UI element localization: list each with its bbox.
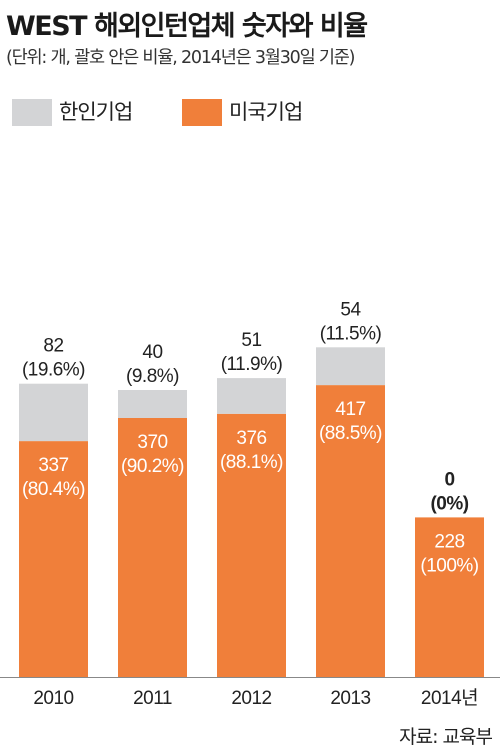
label-korean-pct-2011: (9.8%) [126, 366, 179, 387]
x-tick-label-2012: 2012 [231, 688, 271, 709]
label-american-pct-2012: (88.1%) [220, 452, 283, 473]
bar-american-2010 [19, 441, 88, 677]
legend-label-american: 미국기업 [229, 100, 303, 124]
bar-american-2011 [118, 418, 187, 677]
legend-label-korean: 한인기업 [59, 100, 133, 124]
bar-korean-2012 [217, 378, 286, 414]
label-american-pct-2010: (80.4%) [22, 479, 85, 500]
legend-swatch-korean [12, 99, 52, 126]
label-korean-value-2010: 82 [43, 336, 63, 357]
chart-title: WEST 해외인턴업체 숫자와 비율 [6, 11, 368, 42]
label-american-value-2010: 337 [38, 455, 68, 476]
label-american-value-2014년: 228 [434, 531, 464, 552]
label-korean-pct-2012: (11.9%) [221, 354, 283, 375]
source-note: 자료: 교육부 [399, 726, 493, 748]
bar-american-2012 [217, 413, 286, 677]
x-tick-label-2011: 2011 [133, 688, 172, 709]
label-american-pct-2013: (88.5%) [319, 423, 382, 444]
label-american-value-2013: 417 [335, 399, 365, 420]
label-american-pct-2014년: (100%) [420, 555, 478, 576]
label-korean-value-2013: 54 [340, 299, 361, 320]
x-tick-label-2013: 2013 [330, 688, 370, 709]
label-korean-pct-2013: (11.5%) [320, 323, 382, 344]
bar-korean-2010 [19, 383, 88, 442]
label-american-value-2012: 376 [236, 428, 266, 449]
label-korean-value-2011: 40 [142, 342, 162, 363]
label-korean-pct-2014년: (0%) [430, 493, 468, 514]
chart-subtitle: (단위: 개, 괄호 안은 비율, 2014년은 3월30일 기준) [6, 48, 355, 68]
label-american-pct-2011: (90.2%) [121, 456, 184, 477]
bar-korean-2013 [316, 347, 385, 386]
bar-american-2014년 [415, 517, 484, 677]
label-korean-pct-2010: (19.6%) [22, 360, 85, 381]
label-korean-value-2012: 51 [241, 330, 261, 351]
label-korean-value-2014년: 0 [444, 469, 454, 490]
label-american-value-2011: 370 [137, 432, 167, 453]
x-tick-label-2010: 2010 [33, 688, 73, 709]
x-tick-label-2014년: 2014년 [421, 687, 478, 709]
bar-american-2013 [316, 385, 385, 677]
bar-korean-2011 [118, 390, 187, 418]
legend-swatch-american [182, 99, 222, 126]
